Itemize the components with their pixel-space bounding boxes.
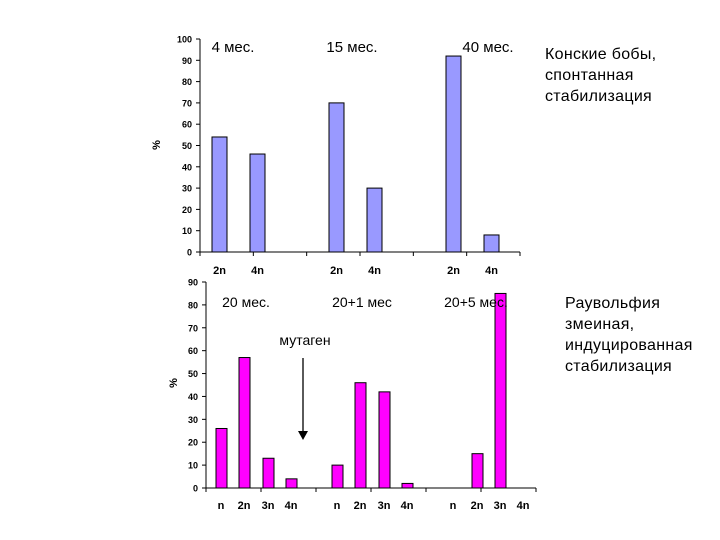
chart2-category-label: n — [218, 500, 225, 512]
chart2-bar — [285, 478, 298, 489]
chart1-bar — [328, 102, 345, 253]
chart2-bar — [494, 292, 507, 489]
chart2-category-label: 4n — [285, 500, 298, 512]
chart2-category-label: 2n — [471, 500, 484, 512]
chart2-category-label: 2n — [238, 500, 251, 512]
chart2-bar — [401, 482, 414, 489]
chart2-y-tick-label: 90 — [188, 278, 198, 288]
chart1-y-tick-label: 90 — [182, 56, 192, 66]
chart2-side-label-line: Раувольфия — [565, 295, 661, 312]
chart2-category-label: 4n — [517, 500, 530, 512]
chart2-category-label: 3n — [378, 500, 391, 512]
chart2-y-tick-label: 10 — [188, 461, 198, 471]
chart2-category-label: n — [334, 500, 341, 512]
chart2-y-tick-label: 80 — [188, 300, 198, 310]
chart1-category-label: 4n — [485, 265, 498, 277]
chart1-y-tick-label: 0 — [187, 248, 192, 258]
chart2-group-label: 20+5 мес. — [444, 294, 508, 310]
chart2-category-label: 4n — [401, 500, 414, 512]
chart2-group-label: 20 мес. — [222, 294, 270, 310]
chart1-bar — [211, 136, 228, 253]
chart2-y-tick-label: 40 — [188, 392, 198, 402]
chart1-y-tick-label: 10 — [182, 226, 192, 236]
chart1-y-tick-label: 100 — [177, 35, 192, 45]
chart1-y-axis-label: % — [151, 140, 163, 150]
chart1-side-label-line: спонтанная — [545, 67, 634, 84]
chart2-bar — [378, 391, 391, 489]
chart1-y-tick-label: 80 — [182, 77, 192, 87]
chart2-side-label: Раувольфия змеиная, индуцированная стаби… — [565, 293, 693, 377]
chart2-bar — [331, 464, 344, 489]
chart2-side-label-line: стабилизация — [565, 358, 673, 375]
chart2-y-tick-label: 30 — [188, 415, 198, 425]
chart1-side-label-line: Конские бобы, — [545, 46, 657, 63]
chart1-y-tick-label: 40 — [182, 162, 192, 172]
chart1-group-label: 15 мес. — [326, 39, 377, 56]
chart2-side-label-line: индуцированная — [565, 337, 693, 354]
chart2-category-label: 2n — [354, 500, 367, 512]
chart1-category-label: 4n — [251, 265, 264, 277]
chart2-y-tick-label: 50 — [188, 369, 198, 379]
chart2-y-axis-label: % — [168, 378, 180, 388]
chart1-side-label-line: стабилизация — [545, 88, 653, 105]
chart1-group-label: 4 мес. — [212, 39, 255, 56]
chart1-category-label: 2n — [447, 265, 460, 277]
chart2-bar — [354, 382, 367, 489]
chart1-category-label: 4n — [368, 265, 381, 277]
chart1-bar — [483, 234, 500, 253]
chart1-y-tick-label: 60 — [182, 120, 192, 130]
chart2-group-label: 20+1 мес — [332, 294, 392, 310]
chart2-y-tick-label: 0 — [193, 484, 198, 494]
chart2-bar — [238, 357, 251, 489]
chart1-bar — [445, 55, 462, 253]
chart1-category-label: 2n — [330, 265, 343, 277]
chart2-y-tick-label: 60 — [188, 346, 198, 356]
chart2-category-label: n — [450, 500, 457, 512]
chart2-category-label: 3n — [262, 500, 275, 512]
chart2-side-label-line: змеиная, — [565, 316, 635, 333]
chart2-bar — [471, 453, 484, 489]
chart2-category-label: 3n — [494, 500, 507, 512]
chart2-bar — [262, 457, 275, 489]
chart2-bar — [215, 427, 228, 489]
chart2-y-tick-label: 70 — [188, 323, 198, 333]
chart1-group-label: 40 мес. — [462, 39, 513, 56]
chart1-y-tick-label: 30 — [182, 184, 192, 194]
chart1-bar — [366, 187, 383, 253]
chart1-y-tick-label: 20 — [182, 205, 192, 215]
chart1-side-label: Конские бобы, спонтанная стабилизация — [545, 44, 656, 107]
chart2-annotation-arrow-head — [298, 431, 308, 440]
chart1-bar — [249, 153, 266, 253]
chart2-annotation: мутаген — [279, 332, 330, 348]
chart1-y-tick-label: 70 — [182, 98, 192, 108]
chart1-y-tick-label: 50 — [182, 141, 192, 151]
chart1-category-label: 2n — [213, 265, 226, 277]
chart2-y-tick-label: 20 — [188, 438, 198, 448]
